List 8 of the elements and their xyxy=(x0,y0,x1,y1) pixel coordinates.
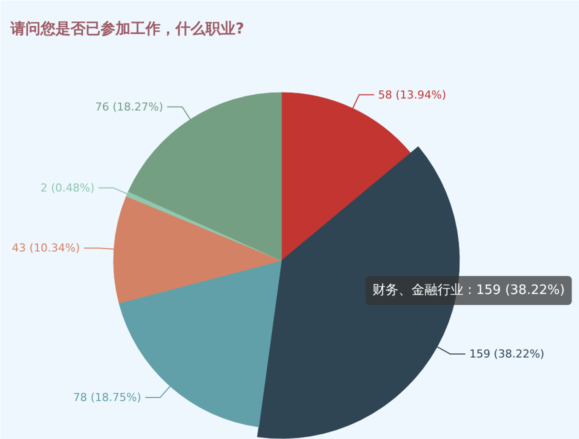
chart-title: 请问您是否已参加工作，什么职业? xyxy=(10,20,244,38)
data-label: 43 (10.34%) xyxy=(12,242,80,255)
data-label: 2 (0.48%) xyxy=(40,181,95,194)
slice-label: 财务、金融行业 : 159 (38.22%) xyxy=(372,283,565,298)
data-label: 76 (18.27%) xyxy=(95,100,164,114)
data-label: 159 (38.22%) xyxy=(469,348,544,361)
data-label: 58 (13.94%) xyxy=(378,88,446,102)
data-label: 78 (18.75%) xyxy=(73,390,142,404)
